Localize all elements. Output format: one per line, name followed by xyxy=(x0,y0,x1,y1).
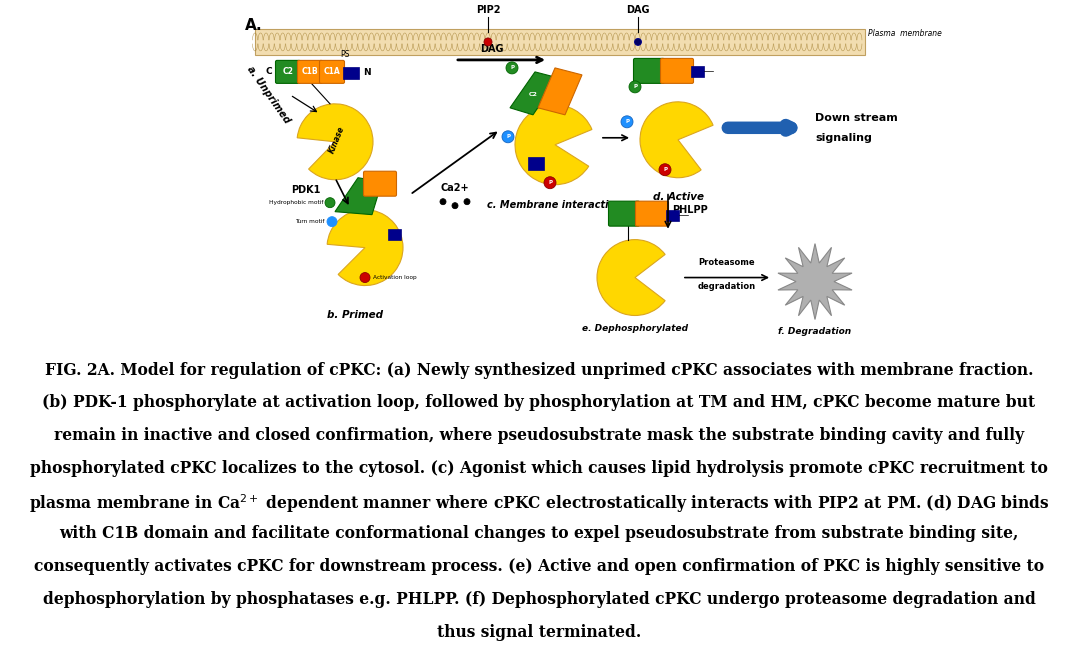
Text: signaling: signaling xyxy=(815,133,872,142)
Text: P: P xyxy=(506,134,510,139)
Bar xyxy=(343,67,359,79)
Bar xyxy=(666,210,679,220)
Bar xyxy=(691,66,704,77)
Text: P: P xyxy=(510,65,514,71)
FancyBboxPatch shape xyxy=(363,171,397,196)
Circle shape xyxy=(506,62,519,74)
Text: d. Active: d. Active xyxy=(652,192,704,202)
FancyBboxPatch shape xyxy=(661,58,693,83)
Circle shape xyxy=(502,131,514,142)
FancyBboxPatch shape xyxy=(319,60,345,83)
Bar xyxy=(528,157,544,170)
Text: PIP2: PIP2 xyxy=(475,5,500,15)
Circle shape xyxy=(659,164,671,175)
Text: P: P xyxy=(633,85,637,89)
FancyBboxPatch shape xyxy=(636,201,668,226)
Text: a. Unprimed: a. Unprimed xyxy=(245,65,291,126)
Text: Ca2+: Ca2+ xyxy=(441,183,469,193)
Text: Turn motif: Turn motif xyxy=(295,219,324,224)
Text: e. Dephosphorylated: e. Dephosphorylated xyxy=(582,325,688,333)
Wedge shape xyxy=(640,102,714,177)
Circle shape xyxy=(440,199,446,205)
Circle shape xyxy=(452,203,458,209)
Text: P: P xyxy=(663,167,667,172)
Bar xyxy=(255,29,865,55)
Text: C1B: C1B xyxy=(302,67,318,77)
Circle shape xyxy=(621,116,633,128)
Circle shape xyxy=(327,216,337,226)
Text: C: C xyxy=(265,67,272,77)
Wedge shape xyxy=(515,105,592,185)
Text: consequently activates cPKC for downstream process. (e) Active and open confirma: consequently activates cPKC for downstre… xyxy=(33,558,1045,575)
Polygon shape xyxy=(335,177,382,214)
Text: Kinase: Kinase xyxy=(328,125,346,155)
Circle shape xyxy=(635,38,641,46)
Circle shape xyxy=(628,81,641,93)
Polygon shape xyxy=(778,244,852,319)
FancyBboxPatch shape xyxy=(276,60,301,83)
Text: thus signal terminated.: thus signal terminated. xyxy=(437,624,641,640)
Circle shape xyxy=(484,38,492,46)
Text: b. Primed: b. Primed xyxy=(327,310,383,319)
Wedge shape xyxy=(327,210,403,286)
Text: dephosphorylation by phosphatases e.g. PHLPP. (f) Dephosphorylated cPKC undergo : dephosphorylation by phosphatases e.g. P… xyxy=(42,591,1036,608)
Text: Activation loop: Activation loop xyxy=(373,275,417,280)
Text: C2: C2 xyxy=(282,67,293,77)
Circle shape xyxy=(324,198,335,208)
Text: phosphorylated cPKC localizes to the cytosol. (c) Agonist which causes lipid hyd: phosphorylated cPKC localizes to the cyt… xyxy=(30,460,1048,477)
Polygon shape xyxy=(510,72,558,115)
Circle shape xyxy=(360,273,370,282)
Text: with C1B domain and facilitate conformational changes to expel pseudosubstrate f: with C1B domain and facilitate conformat… xyxy=(59,526,1019,542)
FancyBboxPatch shape xyxy=(608,201,639,226)
Text: Hydrophobic motif: Hydrophobic motif xyxy=(268,200,323,205)
Circle shape xyxy=(464,199,470,205)
Text: PS: PS xyxy=(341,50,349,59)
Text: C2: C2 xyxy=(528,92,538,97)
Text: f. Degradation: f. Degradation xyxy=(778,327,852,337)
Text: P: P xyxy=(625,120,628,124)
Text: PHLPP: PHLPP xyxy=(672,205,708,214)
Text: C1A: C1A xyxy=(323,67,341,77)
Wedge shape xyxy=(298,104,373,179)
Circle shape xyxy=(544,177,556,189)
Text: P: P xyxy=(548,180,552,185)
Text: Plasma  membrane: Plasma membrane xyxy=(868,30,942,38)
Text: PDK1: PDK1 xyxy=(291,185,320,195)
FancyBboxPatch shape xyxy=(634,58,664,83)
Text: Proteasome: Proteasome xyxy=(699,257,756,267)
Text: DAG: DAG xyxy=(481,44,503,54)
Text: (b) PDK-1 phosphorylate at activation loop, followed by phosphorylation at TM an: (b) PDK-1 phosphorylate at activation lo… xyxy=(42,394,1036,411)
Text: Down stream: Down stream xyxy=(815,113,898,123)
Wedge shape xyxy=(597,240,665,315)
Text: A.: A. xyxy=(245,18,263,33)
Text: FIG. 2A. Model for regulation of cPKC: (a) Newly synthesized unprimed cPKC assoc: FIG. 2A. Model for regulation of cPKC: (… xyxy=(45,362,1033,378)
FancyBboxPatch shape xyxy=(298,60,322,83)
Text: c. Membrane interaction: c. Membrane interaction xyxy=(487,200,623,210)
Bar xyxy=(388,228,401,240)
Text: plasma membrane in Ca$^{2+}$ dependent manner where cPKC electrostatically inter: plasma membrane in Ca$^{2+}$ dependent m… xyxy=(29,493,1049,515)
Polygon shape xyxy=(538,68,582,115)
Text: remain in inactive and closed confirmation, where pseudosubstrate mask the subst: remain in inactive and closed confirmati… xyxy=(54,427,1024,444)
Text: N: N xyxy=(363,69,371,77)
Text: DAG: DAG xyxy=(626,5,650,15)
Text: degradation: degradation xyxy=(697,282,756,290)
